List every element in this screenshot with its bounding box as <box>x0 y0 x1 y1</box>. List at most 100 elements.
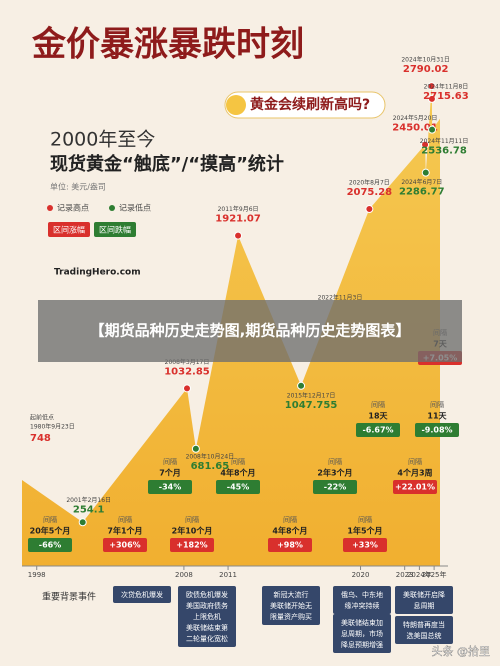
interval-span: 20年5个月 <box>30 526 71 536</box>
point <box>234 231 243 240</box>
event-text: 特朗普再度当 <box>403 620 445 629</box>
event-text: 选美国总统 <box>407 631 442 640</box>
interval-change: -45% <box>227 483 249 492</box>
interval-span: 7个月 <box>159 468 181 478</box>
point-value: 1921.07 <box>215 214 261 225</box>
point-value: 2790.02 <box>403 64 449 75</box>
prior-date: 1980年9月23日 <box>30 423 75 431</box>
point <box>428 125 437 134</box>
banner-text: 【期货品种历史走势图,期货品种历史走势图表】 <box>90 322 411 340</box>
interval-label: 间隔 <box>185 515 199 524</box>
period: 2000年至今 <box>50 129 155 151</box>
event-box <box>333 586 391 614</box>
interval-label: 间隔 <box>163 457 177 466</box>
source: TradingHero.com <box>54 268 141 278</box>
interval-pill <box>393 480 437 494</box>
legend-dot <box>47 205 53 211</box>
point <box>297 381 306 390</box>
point-date: 2020年8月7日 <box>349 179 390 187</box>
point-date: 2024年11月11日 <box>420 137 469 145</box>
point <box>191 444 200 453</box>
interval-pill <box>343 538 387 552</box>
point-date: 2024年11月8日 <box>424 82 469 90</box>
x-tick-label: 1998 <box>28 571 46 579</box>
interval-change: +306% <box>109 541 140 550</box>
event-text: 息周期 <box>414 601 435 610</box>
interval-change: -34% <box>159 483 181 492</box>
interval-change: -22% <box>324 483 346 492</box>
icon <box>226 95 246 115</box>
interval-label: 间隔 <box>283 515 297 524</box>
interval-label: 间隔 <box>371 400 385 409</box>
interval-change: +98% <box>277 541 303 550</box>
event-text: 限量资产购买 <box>270 612 312 621</box>
point-value: 2536.78 <box>421 146 467 157</box>
range-legend-box <box>94 222 136 237</box>
interval-span: 18天 <box>368 412 388 421</box>
interval-span: 2年3个月 <box>317 468 352 478</box>
interval-pill <box>356 423 400 437</box>
event-text: 美国政府债务 <box>186 601 228 610</box>
event-text: 美联储开启降 <box>403 590 445 599</box>
interval-pill <box>415 423 459 437</box>
point-date: 2024年6月7日 <box>401 178 442 186</box>
point-date: 2011年9月6日 <box>218 205 259 213</box>
point-date: 2008年10月24日 <box>186 452 235 460</box>
interval-label: 间隔 <box>408 457 422 466</box>
event-text: 息周期，市场 <box>341 629 383 638</box>
interval-pill <box>28 538 72 552</box>
point-value: 2286.77 <box>399 187 445 198</box>
event-text: 降息预期增强 <box>341 640 383 649</box>
event-text: 缘冲突持续 <box>345 601 380 610</box>
interval-label: 间隔 <box>358 515 372 524</box>
unit: 单位: 美元/盎司 <box>50 182 106 192</box>
event-box <box>262 586 320 625</box>
interval-change: -66% <box>39 541 61 550</box>
event-text: 欧债危机爆发 <box>186 590 228 599</box>
point <box>78 518 87 527</box>
event-box <box>333 614 391 653</box>
interval-pill <box>216 480 260 494</box>
interval-label: 间隔 <box>430 400 444 409</box>
event-text: 上限危机 <box>193 612 221 621</box>
interval-pill <box>148 480 192 494</box>
interval-span: 4年8个月 <box>220 468 255 478</box>
event-text: 二轮量化宽松 <box>186 634 228 643</box>
interval-pill <box>268 538 312 552</box>
point-value: 681.65 <box>191 461 230 472</box>
interval-change: -6.67% <box>362 426 393 435</box>
interval-change: -9.08% <box>421 426 452 435</box>
range-legend-label: 区间涨幅 <box>53 225 85 235</box>
prior-value: 748 <box>30 433 51 444</box>
point <box>365 205 374 214</box>
point <box>421 168 430 177</box>
point-date: 2024年10月31日 <box>401 56 450 64</box>
interval-label: 间隔 <box>231 457 245 466</box>
x-tick-label: 2025年 <box>422 570 447 579</box>
interval-pill <box>313 480 357 494</box>
event-text: 美联储开始无 <box>270 601 312 610</box>
event-text: 美联储结束加 <box>341 618 383 627</box>
point-value: 1032.85 <box>164 366 210 377</box>
point-value: 2715.63 <box>423 91 469 102</box>
interval-span: 4个月3周 <box>397 468 432 478</box>
events-title: 重要背景事件 <box>42 591 96 603</box>
point <box>421 140 430 149</box>
interval-span: 2年10个月 <box>172 526 213 536</box>
event-text: 次贷危机爆发 <box>121 590 163 599</box>
interval-span: 7年1个月 <box>107 526 142 536</box>
interval-span: 11天 <box>427 412 447 421</box>
interval-label: 间隔 <box>43 515 57 524</box>
subtitle: 现货黄金“触底”/“摸高”统计 <box>50 153 284 175</box>
point-value: 2075.28 <box>347 187 393 198</box>
point-date: 2001年2月16日 <box>66 496 111 504</box>
event-text: 新冠大流行 <box>274 590 309 599</box>
interval-change: +22.01% <box>395 483 435 492</box>
interval-span: 4年8个月 <box>272 526 307 536</box>
legend-label: 记录高点 <box>57 203 89 213</box>
interval-change: +182% <box>176 541 207 550</box>
point-value: 1047.755 <box>285 400 338 411</box>
question-pill <box>224 91 386 119</box>
interval-label: 间隔 <box>118 515 132 524</box>
